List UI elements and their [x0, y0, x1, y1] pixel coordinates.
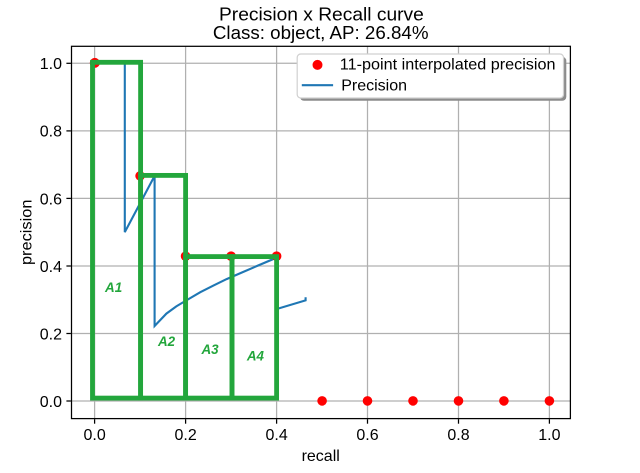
svg-text:A3: A3 [200, 342, 219, 357]
svg-text:recall: recall [302, 448, 340, 465]
svg-text:0.6: 0.6 [356, 427, 378, 444]
svg-text:0.6: 0.6 [40, 191, 62, 208]
svg-text:Precision: Precision [341, 78, 407, 95]
svg-text:0.0: 0.0 [83, 427, 105, 444]
svg-text:1.0: 1.0 [40, 56, 62, 73]
svg-text:0.0: 0.0 [40, 394, 62, 411]
svg-text:A2: A2 [157, 334, 176, 349]
svg-text:0.2: 0.2 [40, 326, 62, 343]
svg-text:1.0: 1.0 [538, 427, 560, 444]
svg-text:0.4: 0.4 [265, 427, 287, 444]
svg-text:11-point interpolated precisio: 11-point interpolated precision [340, 57, 556, 74]
svg-text:A1: A1 [104, 280, 122, 295]
svg-text:0.8: 0.8 [447, 427, 469, 444]
svg-text:Precision x Recall curve: Precision x Recall curve [219, 4, 424, 25]
svg-text:A4: A4 [246, 348, 265, 363]
svg-text:0.4: 0.4 [40, 259, 62, 276]
svg-text:0.2: 0.2 [174, 427, 196, 444]
svg-text:Class: object, AP: 26.84%: Class: object, AP: 26.84% [213, 22, 429, 43]
svg-text:precision: precision [19, 200, 36, 265]
svg-text:0.8: 0.8 [40, 124, 62, 141]
